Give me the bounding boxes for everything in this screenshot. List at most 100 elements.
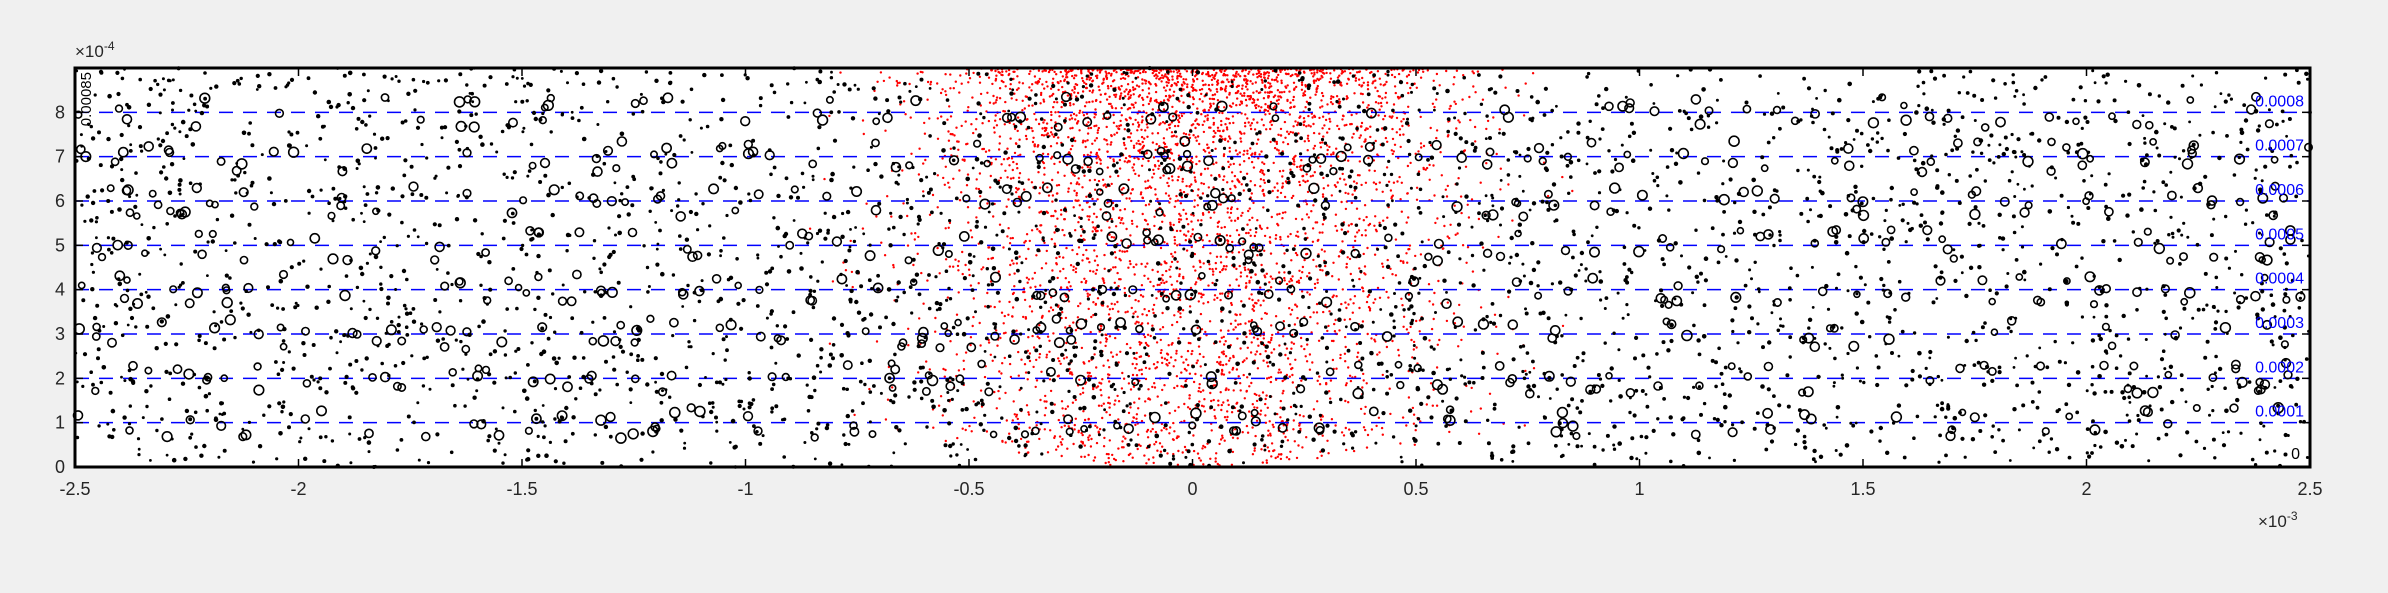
red-point — [1251, 299, 1253, 301]
red-point — [1327, 184, 1329, 186]
plot-background — [75, 68, 2310, 467]
red-point — [1024, 363, 1026, 365]
red-point — [1144, 71, 1146, 73]
red-point — [1008, 157, 1010, 159]
red-point — [957, 269, 959, 271]
red-point — [1381, 97, 1383, 99]
red-point — [1077, 199, 1079, 201]
red-point — [986, 92, 988, 94]
red-point — [1346, 263, 1348, 265]
red-point — [1386, 166, 1388, 168]
red-point — [1160, 349, 1162, 351]
red-point — [829, 343, 831, 345]
red-point — [1075, 418, 1077, 420]
red-point — [1351, 223, 1353, 225]
red-point — [1257, 138, 1259, 140]
red-point — [1236, 402, 1238, 404]
red-point — [1179, 268, 1181, 270]
red-point — [851, 271, 853, 273]
red-point — [1474, 91, 1476, 93]
red-point — [1116, 301, 1118, 303]
red-point — [1480, 306, 1482, 308]
red-point — [1314, 287, 1316, 289]
red-point — [1235, 268, 1237, 270]
red-point — [910, 153, 912, 155]
red-point — [1282, 392, 1284, 394]
red-point — [1338, 255, 1340, 257]
red-point — [1408, 74, 1410, 76]
red-point — [1130, 192, 1132, 194]
red-point — [1202, 214, 1204, 216]
red-point — [1139, 94, 1141, 96]
red-point — [1300, 345, 1302, 347]
black-dot-point — [203, 71, 207, 75]
red-point — [1184, 368, 1186, 370]
red-point — [1354, 295, 1356, 297]
red-point — [1141, 119, 1143, 121]
red-point — [1161, 221, 1163, 223]
red-point — [1132, 211, 1134, 213]
red-point — [1112, 308, 1114, 310]
red-point — [1159, 114, 1161, 116]
red-point — [1108, 457, 1110, 459]
red-point — [958, 169, 960, 171]
red-point — [1413, 341, 1415, 343]
red-point — [998, 300, 1000, 302]
red-point — [1292, 125, 1294, 127]
red-point — [1467, 204, 1469, 206]
red-point — [1051, 179, 1053, 181]
black-dot-point — [203, 97, 207, 101]
red-point — [1152, 308, 1154, 310]
red-point — [1316, 400, 1318, 402]
red-point — [1111, 135, 1113, 137]
red-point — [1124, 128, 1126, 130]
red-point — [987, 258, 989, 260]
red-point — [1108, 96, 1110, 98]
red-point — [1175, 135, 1177, 137]
red-point — [1040, 371, 1042, 373]
red-point — [1072, 321, 1074, 323]
red-point — [1171, 284, 1173, 286]
red-point — [1324, 250, 1326, 252]
red-point — [1368, 294, 1370, 296]
red-point — [1376, 153, 1378, 155]
red-point — [1154, 188, 1156, 190]
red-point — [1014, 152, 1016, 154]
red-point — [1268, 281, 1270, 283]
red-point — [1173, 135, 1175, 137]
red-point — [1061, 400, 1063, 402]
red-point — [1239, 131, 1241, 133]
red-point — [1385, 291, 1387, 293]
red-point — [1022, 82, 1024, 84]
red-point — [1183, 233, 1185, 235]
red-point — [1252, 403, 1254, 405]
red-point — [1369, 126, 1371, 128]
red-point — [1172, 255, 1174, 257]
red-point — [1500, 168, 1502, 170]
red-point — [936, 247, 938, 249]
red-point — [1270, 339, 1272, 341]
red-point — [1044, 428, 1046, 430]
red-point — [1212, 273, 1214, 275]
red-point — [1309, 293, 1311, 295]
red-point — [1128, 96, 1130, 98]
red-point — [1166, 182, 1168, 184]
red-point — [1356, 343, 1358, 345]
red-point — [1294, 440, 1296, 442]
red-point — [1239, 323, 1241, 325]
black-dot-point — [1489, 321, 1492, 324]
red-point — [1251, 122, 1253, 124]
red-point — [1039, 399, 1041, 401]
red-point — [1175, 200, 1177, 202]
red-point — [1334, 424, 1336, 426]
red-point — [1202, 124, 1204, 126]
red-point — [980, 389, 982, 391]
red-point — [1296, 231, 1298, 233]
red-point — [1344, 400, 1346, 402]
red-point — [1398, 97, 1400, 99]
red-point — [1345, 449, 1347, 451]
red-point — [1269, 86, 1271, 88]
red-point — [1330, 165, 1332, 167]
red-point — [1043, 119, 1045, 121]
red-point — [1140, 263, 1142, 265]
